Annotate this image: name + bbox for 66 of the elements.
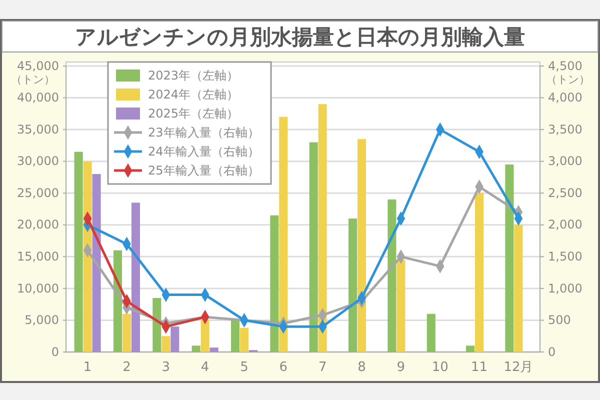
y2-tick-label: 4,500 (548, 58, 582, 73)
x-tick-label: 9 (396, 360, 406, 376)
bar (210, 348, 218, 352)
y-tick-label: 25,000 (17, 186, 59, 200)
y-tick-label: 15,000 (17, 250, 59, 264)
bar (152, 298, 162, 352)
bar (240, 328, 249, 352)
y2-tick-label: 1,500 (548, 250, 582, 264)
bar (505, 164, 514, 352)
bar (279, 116, 288, 352)
legend-label: 23年輸入量（右軸） (148, 126, 260, 140)
y2-axis-title: （トン） (546, 73, 590, 86)
bar (514, 224, 523, 352)
y-tick-label: 45,000 (17, 58, 59, 73)
x-tick-label: 10 (432, 360, 448, 376)
bar (348, 218, 358, 352)
legend-label: 25年輸入量（右軸） (148, 164, 260, 178)
x-tick-label: 4 (200, 360, 210, 376)
bar (357, 139, 366, 352)
x-tick-label: 11 (471, 360, 488, 376)
bar (200, 320, 210, 352)
bar (270, 215, 279, 352)
y-tick-label: 40,000 (17, 90, 59, 105)
bar (122, 314, 131, 352)
bar (309, 142, 318, 352)
bar (318, 104, 327, 352)
bar (396, 260, 406, 352)
bar (162, 336, 170, 352)
y-tick-label: 5,000 (24, 313, 59, 328)
y2-tick-label: 3,500 (548, 122, 582, 136)
y2-tick-label: 2,500 (548, 186, 582, 200)
legend-label: 2023年（左軸） (148, 68, 239, 82)
bar (388, 199, 396, 352)
y2-tick-label: 0 (548, 344, 556, 359)
x-tick-label: 8 (358, 360, 366, 376)
bar (192, 346, 200, 352)
y2-tick-label: 4,000 (548, 90, 582, 105)
x-tick-label: 12月 (504, 360, 534, 376)
y2-tick-label: 2,000 (548, 218, 582, 232)
bar (74, 152, 83, 352)
bar (92, 174, 101, 352)
y-axis-title: （トン） (11, 73, 55, 86)
x-tick-label: 2 (122, 360, 131, 376)
y-tick-label: 0 (51, 344, 59, 359)
legend-label: 2025年（左軸） (148, 106, 239, 120)
y-tick-label: 20,000 (17, 218, 59, 232)
y2-tick-label: 1,000 (548, 281, 582, 296)
bar (466, 346, 475, 352)
x-tick-label: 5 (240, 360, 248, 376)
bar (131, 202, 140, 352)
chart-title: アルゼンチンの月別水揚量と日本の月別輸入量 (75, 25, 525, 49)
x-tick-label: 3 (162, 360, 170, 376)
y2-tick-label: 3,000 (548, 154, 582, 168)
y-tick-label: 35,000 (17, 122, 59, 136)
bar (475, 193, 484, 352)
bar (170, 326, 180, 352)
y-tick-label: 30,000 (17, 154, 59, 168)
bar (230, 320, 240, 352)
x-tick-label: 1 (83, 360, 92, 376)
bar (426, 314, 436, 352)
y2-tick-label: 500 (548, 313, 571, 328)
legend-label: 2024年（左軸） (148, 88, 239, 102)
y-tick-label: 10,000 (17, 281, 59, 296)
legend-label: 24年輸入量（右軸） (148, 144, 260, 158)
x-tick-label: 7 (318, 360, 327, 376)
x-tick-label: 6 (279, 360, 288, 376)
